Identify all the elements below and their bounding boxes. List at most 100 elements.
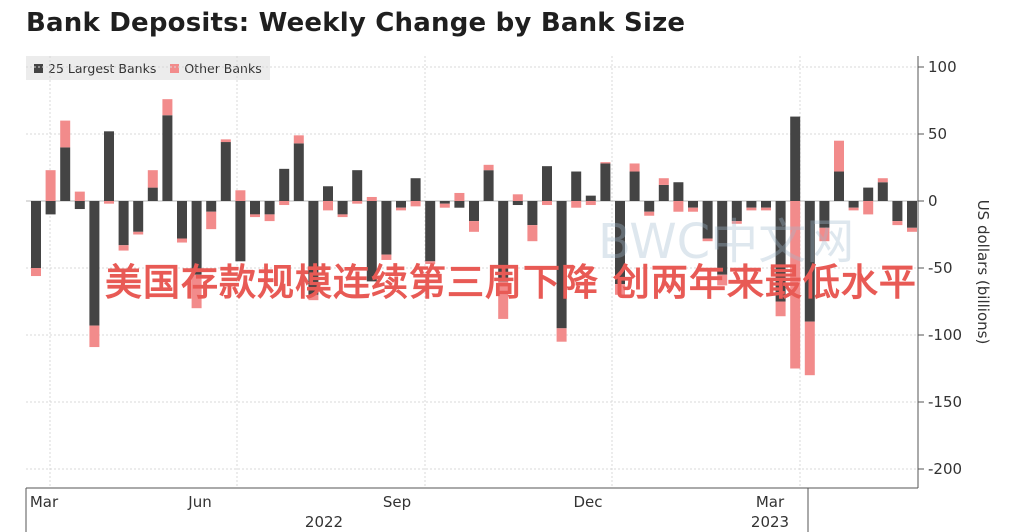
bar-largest-banks <box>585 195 596 201</box>
bar-largest-banks <box>658 184 669 201</box>
bar-largest-banks <box>848 201 859 208</box>
bar-largest-banks <box>834 171 844 201</box>
bar-largest-banks <box>60 147 71 201</box>
bar-largest-banks <box>264 201 275 215</box>
bar-other-banks <box>469 221 479 232</box>
bar-other-banks <box>337 214 348 218</box>
bar-largest-banks <box>147 187 158 201</box>
legend-swatch-other <box>170 63 180 73</box>
chart-legend: 25 Largest Banks Other Banks <box>26 56 270 80</box>
bar-other-banks <box>264 214 275 222</box>
bar-other-banks <box>206 211 217 230</box>
bar-other-banks <box>819 227 830 242</box>
bar-largest-banks <box>483 170 494 201</box>
bar-other-banks <box>877 178 888 183</box>
bar-largest-banks <box>323 186 333 201</box>
bar-other-banks <box>761 207 771 211</box>
bar-other-banks <box>89 325 100 348</box>
bar-largest-banks <box>615 201 625 285</box>
bar-largest-banks <box>644 201 655 212</box>
bar-largest-banks <box>104 131 114 201</box>
x-tick-label: Sep <box>383 493 411 511</box>
bar-largest-banks <box>250 201 260 215</box>
bar-other-banks <box>45 170 56 201</box>
bar-largest-banks <box>235 201 246 262</box>
bar-other-banks <box>688 207 698 212</box>
bar-largest-banks <box>162 115 173 201</box>
bar-largest-banks <box>731 201 742 222</box>
bar-largest-banks <box>293 143 304 201</box>
bar-largest-banks <box>688 201 698 208</box>
bar-largest-banks <box>425 201 436 262</box>
bar-other-banks <box>425 261 436 264</box>
bar-largest-banks <box>396 201 406 208</box>
bar-other-banks <box>118 245 129 251</box>
bar-other-banks <box>439 203 450 208</box>
legend-item-other: Other Banks <box>170 60 262 76</box>
bar-other-banks <box>381 254 392 260</box>
y-tick-label: -100 <box>928 326 962 344</box>
x-tick-label: Jun <box>187 493 211 511</box>
bar-largest-banks <box>177 201 187 239</box>
legend-item-largest: 25 Largest Banks <box>34 61 156 76</box>
bar-largest-banks <box>454 201 465 208</box>
bar-other-banks <box>863 201 874 215</box>
x-tick-label: Mar <box>30 493 59 511</box>
bar-other-banks <box>542 201 552 206</box>
bar-largest-banks <box>746 201 757 208</box>
bar-largest-banks <box>819 201 830 228</box>
bar-largest-banks <box>366 201 377 282</box>
bar-largest-banks <box>877 182 888 201</box>
bar-other-banks <box>60 120 71 148</box>
bar-other-banks <box>220 139 231 143</box>
bar-other-banks <box>308 294 319 301</box>
bar-other-banks <box>352 201 363 204</box>
bar-largest-banks <box>308 201 319 295</box>
bar-other-banks <box>74 191 85 201</box>
bar-largest-banks <box>352 170 363 201</box>
bar-other-banks <box>177 238 187 243</box>
bar-other-banks <box>585 201 596 206</box>
bar-largest-banks <box>133 201 144 232</box>
bar-largest-banks <box>512 201 523 206</box>
bar-largest-banks <box>381 201 392 255</box>
bar-largest-banks <box>220 142 231 201</box>
y-tick-label: 100 <box>928 58 957 76</box>
bar-largest-banks <box>45 201 56 215</box>
bar-other-banks <box>323 201 333 211</box>
bar-largest-banks <box>542 166 552 201</box>
bar-other-banks <box>191 274 202 309</box>
y-tick-label: -200 <box>928 460 962 478</box>
bar-largest-banks <box>790 116 801 201</box>
bar-other-banks <box>410 201 421 207</box>
bar-largest-banks <box>191 201 202 275</box>
bar-other-banks <box>279 201 290 206</box>
bar-other-banks <box>454 192 465 201</box>
bar-largest-banks <box>89 201 100 326</box>
chart-title: Bank Deposits: Weekly Change by Bank Siz… <box>26 8 686 38</box>
bar-largest-banks <box>337 201 348 215</box>
headline-banner: 美国存款规模连续第三周下降 创两年来最低水平 <box>105 261 917 304</box>
y-tick-label: -50 <box>928 259 953 277</box>
bar-other-banks <box>790 201 801 369</box>
watermark: BWC中文网 <box>598 214 855 270</box>
bar-largest-banks <box>673 182 684 201</box>
bar-largest-banks <box>600 163 611 201</box>
bar-other-banks <box>907 227 917 232</box>
bar-other-banks <box>250 214 260 218</box>
bar-largest-banks <box>410 178 421 201</box>
legend-label-other: Other Banks <box>184 60 262 76</box>
bar-other-banks <box>615 284 625 295</box>
x-tick-label: Dec <box>573 493 602 511</box>
bar-largest-banks <box>892 201 903 222</box>
bar-other-banks <box>731 221 742 224</box>
bar-largest-banks <box>717 201 728 275</box>
bar-other-banks <box>498 281 509 319</box>
bar-other-banks <box>556 328 567 342</box>
bar-other-banks <box>483 164 494 171</box>
bar-other-banks <box>644 211 655 216</box>
bar-largest-banks <box>571 171 582 201</box>
bar-largest-banks <box>863 187 874 201</box>
x-year-label: 2023 <box>751 513 789 531</box>
bar-largest-banks <box>206 201 217 212</box>
